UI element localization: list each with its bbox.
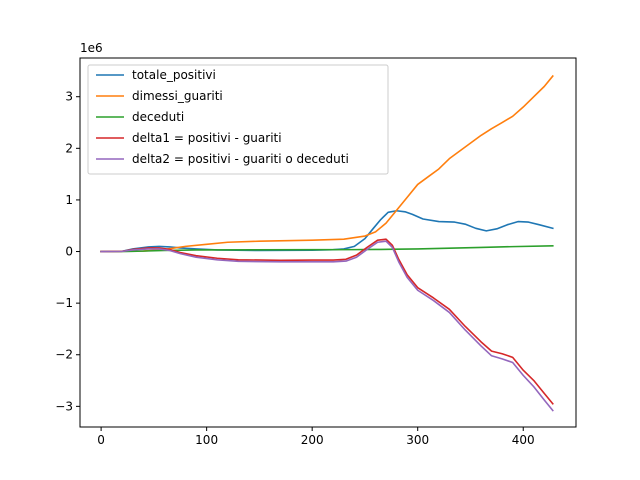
y-tick-label: −3 — [55, 399, 73, 413]
legend-label: delta2 = positivi - guariti o deceduti — [132, 152, 349, 166]
y-tick-label: 2 — [65, 141, 73, 155]
y-tick-label: 1 — [65, 193, 73, 207]
legend-label: dimessi_guariti — [132, 89, 223, 103]
legend: totale_positivi dimessi_guariti deceduti de… — [87, 64, 389, 175]
x-tick-label: 100 — [195, 433, 218, 447]
y-tick-label: −1 — [55, 296, 73, 310]
series-line-4 — [100, 240, 554, 412]
y-tick-label: −2 — [55, 348, 73, 362]
plot-frame — [79, 57, 577, 428]
legend-label: deceduti — [132, 110, 184, 124]
series-line-0 — [100, 209, 554, 253]
series-line-3 — [100, 238, 554, 405]
legend-label: totale_positivi — [132, 68, 216, 82]
legend-items: totale_positivi dimessi_guariti deceduti de… — [96, 68, 349, 166]
y-tick-label: 0 — [65, 245, 73, 259]
series-line-1 — [100, 74, 554, 253]
x-tick-label: 400 — [512, 433, 535, 447]
y-axis-ticks: −3 −2 −1 0 1 2 3 — [55, 90, 80, 413]
x-tick-label: 300 — [406, 433, 429, 447]
y-tick-label: 3 — [65, 90, 73, 104]
legend-box — [87, 64, 389, 175]
x-axis-ticks: 0 100 200 300 400 — [97, 427, 535, 447]
y-axis-offset-text: 1e6 — [80, 41, 103, 55]
x-tick-label: 0 — [97, 433, 105, 447]
series-layer — [100, 74, 554, 412]
x-tick-label: 200 — [301, 433, 324, 447]
legend-label: delta1 = positivi - guariti — [132, 131, 282, 145]
